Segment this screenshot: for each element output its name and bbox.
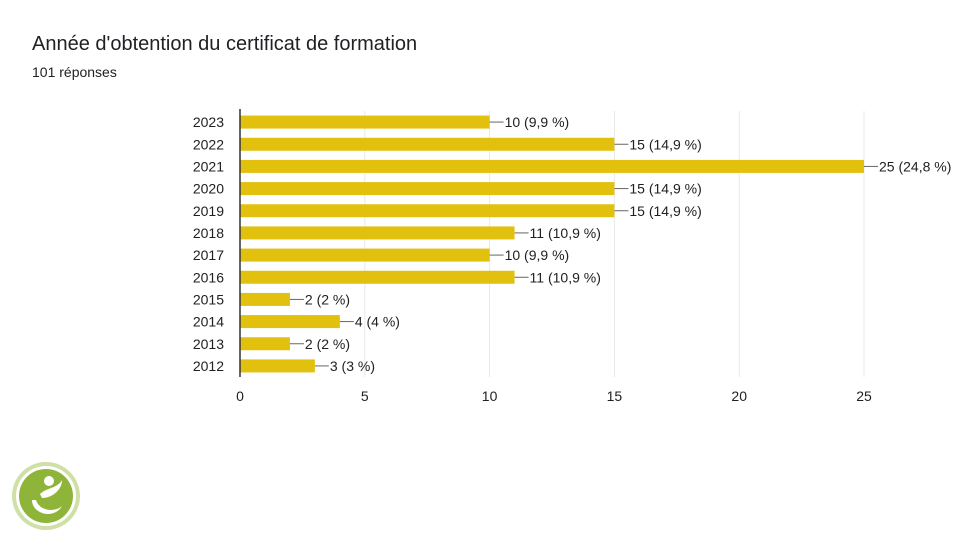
bar <box>240 115 490 129</box>
bar <box>240 159 864 173</box>
x-tick-label: 5 <box>361 388 369 404</box>
bar <box>240 359 315 373</box>
category-label: 2023 <box>193 114 224 130</box>
person-leaf-logo-icon <box>10 460 82 537</box>
category-label: 2018 <box>193 225 224 241</box>
chart-title: Année d'obtention du certificat de forma… <box>32 33 418 55</box>
bar <box>240 182 615 196</box>
bar <box>240 226 515 240</box>
bar <box>240 137 615 151</box>
data-label: 15 (14,9 %) <box>629 136 701 152</box>
x-tick-label: 20 <box>731 388 747 404</box>
data-label: 2 (2 %) <box>305 336 350 352</box>
category-label: 2015 <box>193 291 224 307</box>
category-label: 2013 <box>193 336 224 352</box>
response-count: 101 réponses <box>32 64 117 80</box>
x-tick-label: 0 <box>236 388 244 404</box>
category-label: 2022 <box>193 136 224 152</box>
x-tick-label: 15 <box>607 388 623 404</box>
category-label: 2017 <box>193 247 224 263</box>
category-label: 2020 <box>193 181 224 197</box>
data-label: 2 (2 %) <box>305 291 350 307</box>
bar <box>240 204 615 218</box>
bar-chart: 0 5 10 15 20 25 2023 10 (9,9 %) 2022 15 (14,9 %) 2… <box>193 109 951 404</box>
x-tick-label: 25 <box>856 388 872 404</box>
data-label: 10 (9,9 %) <box>505 114 570 130</box>
data-label: 11 (10,9 %) <box>530 225 601 241</box>
bar <box>240 337 290 351</box>
category-label: 2014 <box>193 314 224 330</box>
data-label: 25 (24,8 %) <box>879 158 951 174</box>
data-label: 4 (4 %) <box>355 314 400 330</box>
data-label: 3 (3 %) <box>330 358 375 374</box>
category-label: 2019 <box>193 203 224 219</box>
x-tick-label: 10 <box>482 388 498 404</box>
data-label: 11 (10,9 %) <box>530 269 601 285</box>
bar <box>240 292 290 306</box>
category-label: 2016 <box>193 269 224 285</box>
data-label: 15 (14,9 %) <box>629 181 701 197</box>
category-label: 2021 <box>193 158 224 174</box>
data-label: 10 (9,9 %) <box>505 247 570 263</box>
data-label: 15 (14,9 %) <box>629 203 701 219</box>
bar <box>240 248 490 262</box>
bar <box>240 270 515 284</box>
bar <box>240 315 340 329</box>
category-label: 2012 <box>193 358 224 374</box>
